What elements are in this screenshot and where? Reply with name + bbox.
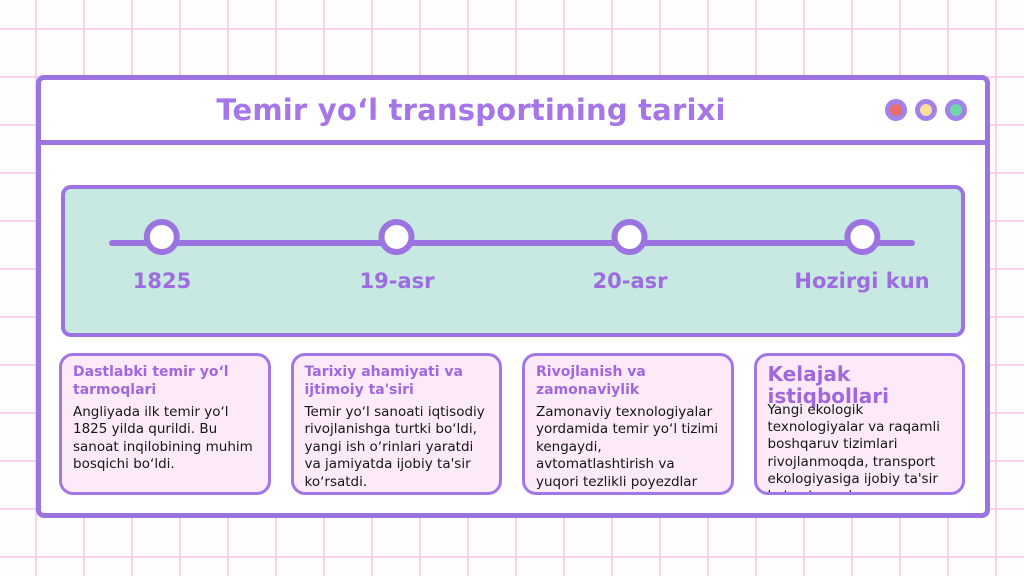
timeline-node-icon (844, 219, 880, 255)
info-card-tarixiy: Tarixiy ahamiyati va ijtimoiy ta'siri Te… (290, 353, 502, 495)
timeline-milestone-hozirgi-kun: Hozirgi kun (794, 219, 930, 293)
timeline-node-icon (612, 219, 648, 255)
card-title: Rivojlanish va zamonaviylik (536, 364, 646, 398)
timeline-node-icon (379, 219, 415, 255)
card-title: Tarixiy ahamiyati va ijtimoiy ta'siri (304, 364, 463, 398)
timeline-label: Hozirgi kun (794, 269, 930, 293)
card-body: Yangi ekologik texnologiyalar va raqamli… (767, 402, 941, 492)
timeline-band: 1825 19-asr 20-asr Hozirgi kun (61, 185, 965, 337)
card-body: Temir yoʻl sanoati iqtisodiy rivojlanish… (304, 403, 485, 490)
slide-panel: Temir yoʻl transportining tarixi 1825 19… (36, 75, 990, 518)
info-card-rivojlanish: Rivojlanish va zamonaviylik Zamonaviy te… (522, 353, 734, 495)
yellow-dot-icon (915, 99, 937, 121)
header-dots (885, 99, 967, 121)
card-title: Dastlabki temir yoʻl tarmoqlari (73, 364, 229, 398)
timeline-line (109, 240, 915, 246)
card-body: Angliyada ilk temir yoʻl 1825 yilda quri… (73, 403, 253, 473)
timeline-milestone-19-asr: 19-asr (359, 219, 435, 293)
info-card-dastlabki: Dastlabki temir yoʻl tarmoqlari Angliyad… (59, 353, 271, 495)
timeline-label: 20-asr (592, 269, 668, 293)
info-card-kelajak: Kelajak istiqbollari Yangi ekologik texn… (753, 353, 965, 495)
info-cards-row: Dastlabki temir yoʻl tarmoqlari Angliyad… (59, 353, 965, 495)
timeline-label: 1825 (132, 269, 192, 293)
teal-dot-icon (945, 99, 967, 121)
timeline-node-icon (143, 219, 180, 255)
card-body: Zamonaviy texnologiyalar yordamida temir… (536, 403, 719, 492)
timeline-label: 19-asr (359, 269, 435, 293)
card-title: Kelajak istiqbollari (767, 362, 889, 408)
slide-header: Temir yoʻl transportining tarixi (41, 80, 985, 145)
slide-title: Temir yoʻl transportining tarixi (216, 93, 726, 127)
timeline-milestone-1825: 1825 (133, 219, 191, 293)
red-dot-icon (885, 99, 907, 121)
timeline-milestone-20-asr: 20-asr (592, 219, 668, 293)
